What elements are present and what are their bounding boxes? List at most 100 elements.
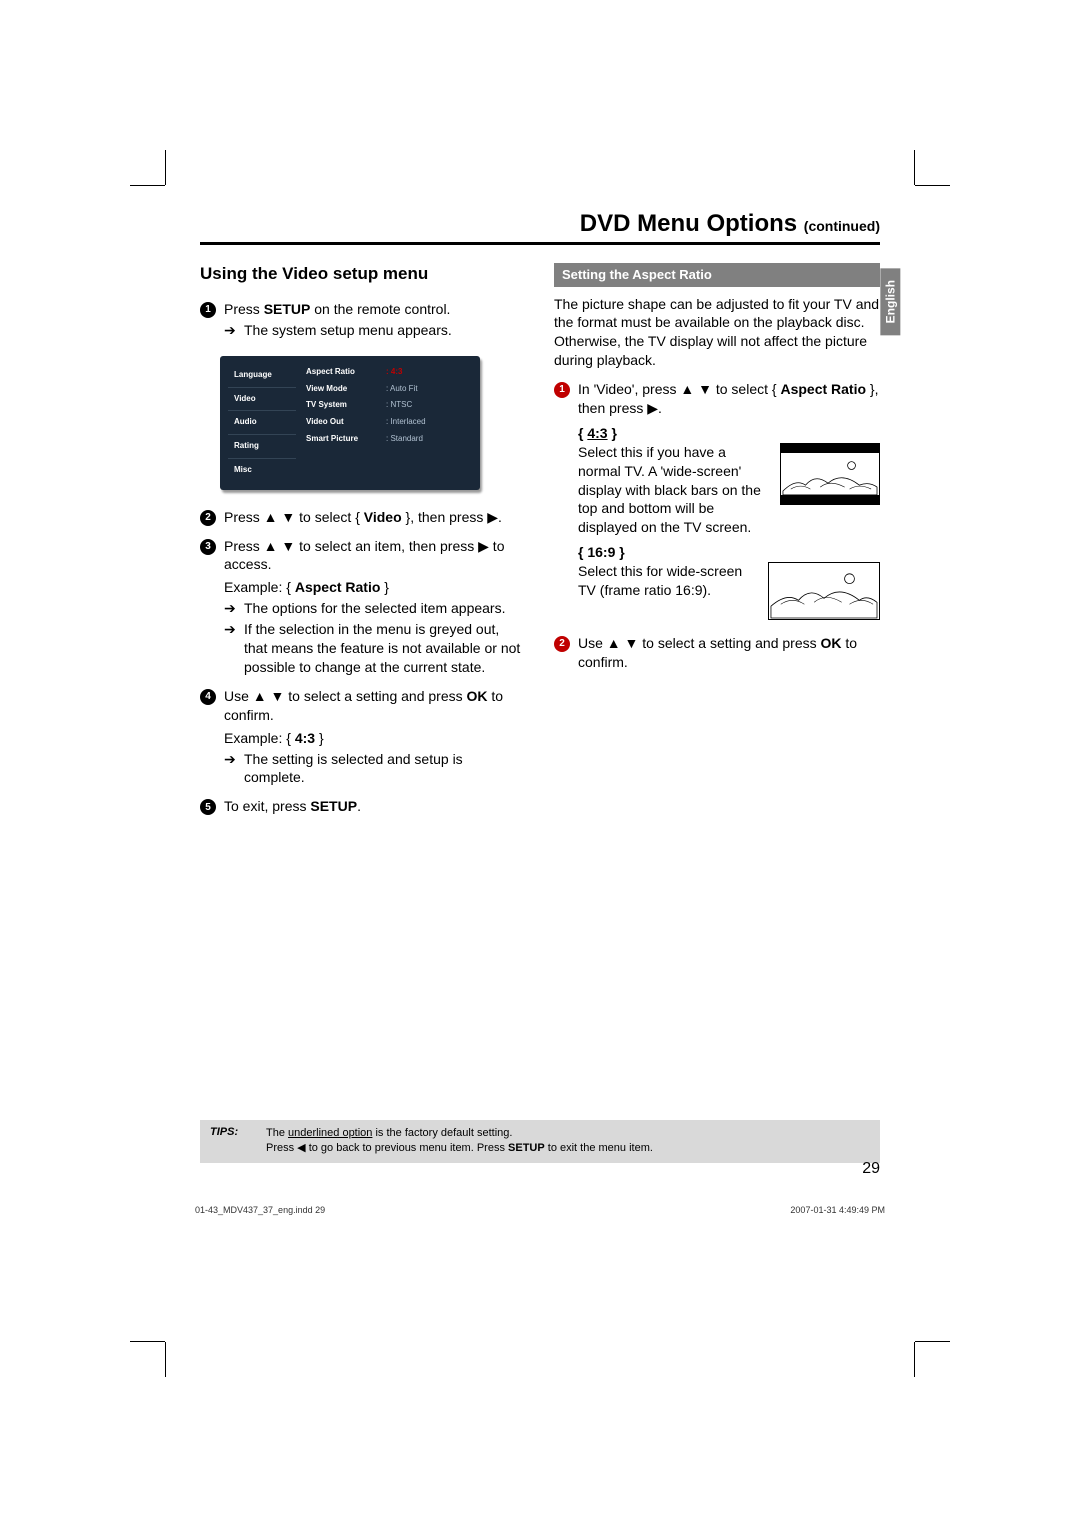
step-1: 1 Press SETUP on the remote control. ➔ T… (200, 300, 526, 340)
menu-tab-video: Video (228, 388, 296, 412)
step-3: 3 Press ▲ ▼ to select an item, then pres… (200, 537, 526, 677)
rstep2-a: Use ▲ ▼ to select a setting and press (578, 635, 821, 651)
left-column: Using the Video setup menu 1 Press SETUP… (200, 263, 526, 826)
step1-text-b: SETUP (264, 301, 311, 317)
step-2: 2 Press ▲ ▼ to select { Video }, then pr… (200, 508, 526, 527)
tips-body: The underlined option is the factory def… (266, 1126, 870, 1157)
result-arrow-icon: ➔ (224, 620, 238, 677)
menu-val: : Auto Fit (386, 384, 472, 395)
intro-text: The picture shape can be adjusted to fit… (554, 295, 880, 371)
menu-val: : NTSC (386, 400, 472, 411)
crop-mark (914, 150, 915, 185)
section-bar-aspect-ratio: Setting the Aspect Ratio (554, 263, 880, 287)
crop-mark (915, 1341, 950, 1342)
step-num-5-icon: 5 (200, 799, 216, 815)
step-num-1-red-icon: 1 (554, 382, 570, 398)
step3-ex-b: Aspect Ratio (295, 579, 381, 595)
menu-key: TV System (306, 400, 386, 411)
footer-left: 01-43_MDV437_37_eng.indd 29 (195, 1205, 325, 1215)
crop-mark (914, 1342, 915, 1377)
crop-mark (165, 1342, 166, 1377)
menu-key: Aspect Ratio (306, 367, 386, 378)
landscape-icon (769, 563, 879, 620)
menu-val: : 4:3 (386, 367, 472, 378)
setup-menu-screenshot: Language Video Audio Rating Misc Aspect … (220, 356, 480, 490)
step2-b: Video (364, 509, 402, 525)
language-tab: English (880, 268, 900, 335)
page-title: DVD Menu Options (continued) (200, 210, 880, 245)
tips-line2-b: SETUP (508, 1142, 545, 1154)
step-num-2-icon: 2 (200, 510, 216, 526)
step1-sub: The system setup menu appears. (244, 321, 452, 340)
rstep1-a: In 'Video', press ▲ ▼ to select { (578, 381, 780, 397)
menu-row-tv-system: TV System: NTSC (306, 397, 472, 414)
step-num-1-icon: 1 (200, 302, 216, 318)
step4-a: Use ▲ ▼ to select a setting and press (224, 688, 467, 704)
step5-c: . (357, 798, 361, 814)
step-num-2-red-icon: 2 (554, 636, 570, 652)
menu-val: : Standard (386, 434, 472, 445)
ratio-43-illustration (780, 443, 880, 505)
tips-label: TIPS: (210, 1126, 246, 1157)
option-43-label: 4:3 (587, 425, 607, 441)
option-169-heading: { 16:9 } (578, 543, 880, 562)
step-5: 5 To exit, press SETUP. (200, 797, 526, 816)
left-heading: Using the Video setup menu (200, 263, 526, 286)
tips-line1-c: is the factory default setting. (372, 1127, 512, 1139)
crop-mark (165, 150, 166, 185)
tips-box: TIPS: The underlined option is the facto… (200, 1120, 880, 1163)
menu-key: Smart Picture (306, 434, 386, 445)
step4-ex-b: 4:3 (295, 730, 315, 746)
step5-b: SETUP (310, 798, 357, 814)
menu-tab-rating: Rating (228, 435, 296, 459)
result-arrow-icon: ➔ (224, 750, 238, 788)
menu-row-aspect-ratio: Aspect Ratio: 4:3 (306, 364, 472, 381)
page-content: DVD Menu Options (continued) Using the V… (200, 210, 880, 826)
step4-sub: The setting is selected and setup is com… (244, 750, 526, 788)
right-step-1: 1 In 'Video', press ▲ ▼ to select { Aspe… (554, 380, 880, 624)
step5-a: To exit, press (224, 798, 310, 814)
page-title-continued: (continued) (804, 218, 880, 234)
menu-val: : Interlaced (386, 417, 472, 428)
step3-ex-a: Example: { (224, 579, 295, 595)
step-num-3-icon: 3 (200, 539, 216, 555)
step-4: 4 Use ▲ ▼ to select a setting and press … (200, 687, 526, 787)
step4-ex-a: Example: { (224, 730, 295, 746)
menu-rows: Aspect Ratio: 4:3 View Mode: Auto Fit TV… (306, 364, 472, 482)
rstep1-b: Aspect Ratio (780, 381, 866, 397)
step1-text-a: Press (224, 301, 264, 317)
page-number: 29 (862, 1160, 880, 1178)
menu-row-view-mode: View Mode: Auto Fit (306, 381, 472, 398)
crop-mark (130, 185, 165, 186)
right-step-2: 2 Use ▲ ▼ to select a setting and press … (554, 634, 880, 672)
rstep2-b: OK (821, 635, 842, 651)
menu-key: View Mode (306, 384, 386, 395)
step4-ex-c: } (315, 730, 324, 746)
tips-line2-a: Press ◀ to go back to previous menu item… (266, 1142, 508, 1154)
ratio-169-illustration (768, 562, 880, 620)
menu-tab-misc: Misc (228, 459, 296, 482)
result-arrow-icon: ➔ (224, 321, 238, 340)
crop-mark (915, 185, 950, 186)
step2-c: }, then press ▶. (402, 509, 502, 525)
menu-key: Video Out (306, 417, 386, 428)
tips-line1-a: The (266, 1127, 288, 1139)
page-title-main: DVD Menu Options (580, 210, 804, 237)
option-43-heading: { 4:3 } (578, 424, 880, 443)
tips-line2-c: to exit the menu item. (545, 1142, 653, 1154)
menu-tab-language: Language (228, 364, 296, 388)
step4-b: OK (467, 688, 488, 704)
menu-row-video-out: Video Out: Interlaced (306, 414, 472, 431)
menu-tab-audio: Audio (228, 411, 296, 435)
step3-sub2: If the selection in the menu is greyed o… (244, 620, 526, 677)
step-num-4-icon: 4 (200, 689, 216, 705)
step3-sub1: The options for the selected item appear… (244, 599, 505, 618)
step1-text-c: on the remote control. (310, 301, 450, 317)
right-column: Setting the Aspect Ratio The picture sha… (554, 263, 880, 826)
footer-right: 2007-01-31 4:49:49 PM (790, 1205, 885, 1215)
menu-tabs: Language Video Audio Rating Misc (228, 364, 296, 482)
step3-ex-c: } (380, 579, 389, 595)
step3-a: Press ▲ ▼ to select an item, then press … (224, 538, 504, 573)
tips-line1-b: underlined option (288, 1127, 372, 1139)
crop-mark (130, 1341, 165, 1342)
